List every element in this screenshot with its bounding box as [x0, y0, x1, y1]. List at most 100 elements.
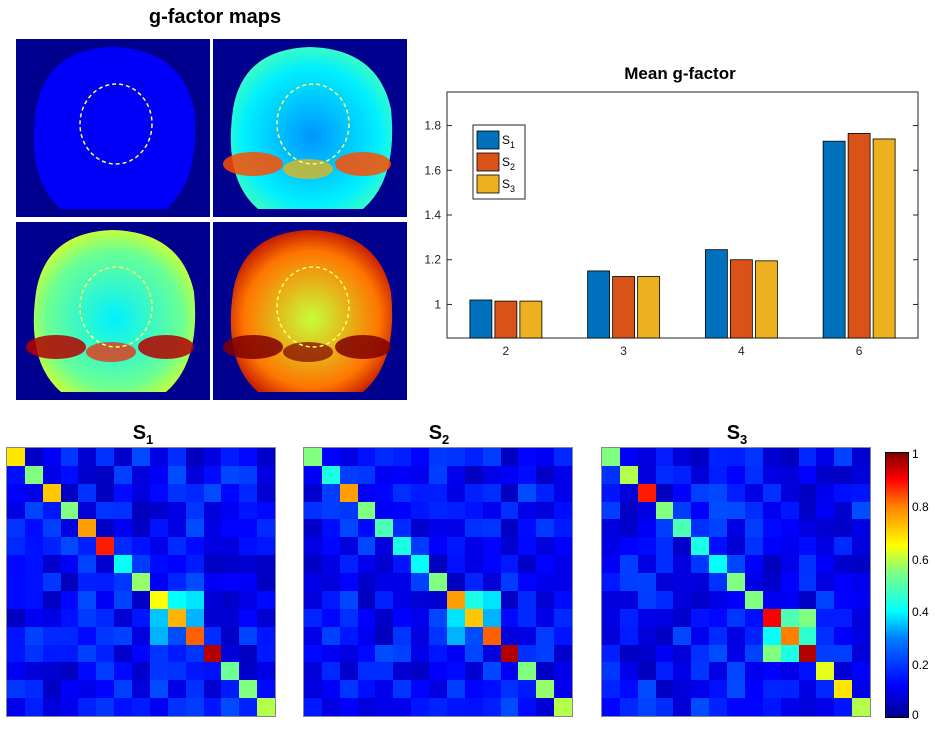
y-tick-label: 1 [434, 297, 441, 311]
matrix-cell [304, 590, 322, 609]
matrix-cell [780, 573, 799, 591]
matrix-cell [167, 662, 186, 681]
matrix-cell [798, 626, 817, 645]
matrix-cell [500, 698, 519, 716]
matrix-cell [482, 573, 501, 591]
matrix-cell [24, 465, 43, 484]
matrix-cell [727, 448, 745, 466]
legend-swatch [476, 130, 500, 150]
matrix-cell [834, 608, 853, 627]
matrix-cell [375, 662, 394, 681]
matrix-cell [446, 573, 465, 591]
matrix-cell [518, 483, 537, 502]
matrix-cell [7, 644, 25, 663]
matrix-cell [42, 537, 61, 556]
matrix-cell [816, 555, 835, 574]
matrix-cell [429, 465, 447, 484]
matrix-cell [709, 483, 728, 502]
matrix-cell [132, 501, 150, 520]
gfactor-hotspot [223, 335, 283, 359]
matrix-cell [429, 644, 447, 663]
matrix-cell [96, 555, 115, 574]
matrix-cell [709, 448, 728, 466]
matrix-cell [375, 483, 394, 502]
matrix-cell [691, 483, 710, 502]
matrix-cell [221, 483, 240, 502]
matrix-cell [114, 537, 133, 556]
matrix-cell [339, 608, 358, 627]
matrix-cell [304, 465, 322, 484]
matrix-cell [304, 448, 322, 466]
matrix-cell [203, 662, 222, 681]
matrix-cell [24, 519, 43, 538]
matrix-cell [7, 483, 25, 502]
matrix-cell [60, 519, 79, 538]
matrix-cell [304, 644, 322, 663]
matrix-cell [132, 448, 150, 466]
matrix-cell [673, 662, 692, 681]
matrix-cell [321, 555, 340, 574]
matrix-cell [60, 644, 79, 663]
matrix-cell [482, 519, 501, 538]
matrix-cell [411, 519, 430, 538]
matrix-cell [852, 626, 870, 645]
matrix-cell [464, 590, 483, 609]
matrix-cell [167, 448, 186, 466]
matrix-cell [744, 680, 763, 699]
matrix-cell [500, 519, 519, 538]
matrix-cell [321, 483, 340, 502]
matrix-cell [24, 590, 43, 609]
matrix-cell [185, 644, 204, 663]
matrix-cell [339, 537, 358, 556]
matrix-cell [78, 448, 97, 466]
matrix-cell [60, 698, 79, 716]
matrix-cell [221, 465, 240, 484]
matrix-cell [393, 537, 412, 556]
matrix-cell [834, 519, 853, 538]
matrix-cell [727, 698, 745, 716]
matrix-cell [203, 555, 222, 574]
matrix-cell [132, 698, 150, 716]
matrix-cell [304, 537, 322, 556]
matrix-cell [429, 698, 447, 716]
matrix-cell [744, 698, 763, 716]
matrix-cell [357, 590, 376, 609]
matrix-cell [24, 662, 43, 681]
matrix-cell [339, 465, 358, 484]
matrix-cell [691, 662, 710, 681]
matrix-cell [411, 590, 430, 609]
matrix-cell [602, 680, 620, 699]
matrix-cell [185, 573, 204, 591]
y-tick-label: 1.6 [424, 163, 441, 177]
matrix-cell [239, 519, 258, 538]
matrix-cell [780, 698, 799, 716]
matrix-cell [375, 698, 394, 716]
matrix-cell [429, 483, 447, 502]
matrix-cell [727, 626, 745, 645]
matrix-cell [852, 608, 870, 627]
matrix-cell [762, 662, 781, 681]
matrix-cell [239, 501, 258, 520]
matrix-cell [114, 608, 133, 627]
x-tick-label: 2 [503, 344, 510, 358]
matrix-cell [852, 698, 870, 716]
matrix-cell [114, 626, 133, 645]
matrix-cell [554, 608, 572, 627]
matrix-cell [167, 644, 186, 663]
matrix-cell [482, 501, 501, 520]
matrix-cell [221, 590, 240, 609]
matrix-cell [393, 662, 412, 681]
colorbar-tick: 0.8 [912, 500, 929, 514]
matrix-cell [536, 537, 555, 556]
matrix-cell [96, 537, 115, 556]
matrix-cell [239, 644, 258, 663]
gfactor-map-r3 [213, 39, 407, 217]
legend-label: S2 [502, 155, 515, 172]
matrix-cell [114, 698, 133, 716]
matrix-cell [339, 483, 358, 502]
matrix-cell [554, 662, 572, 681]
matrix-cell [536, 465, 555, 484]
matrix-cell [96, 680, 115, 699]
matrix-cell [132, 483, 150, 502]
matrix-cell [744, 465, 763, 484]
